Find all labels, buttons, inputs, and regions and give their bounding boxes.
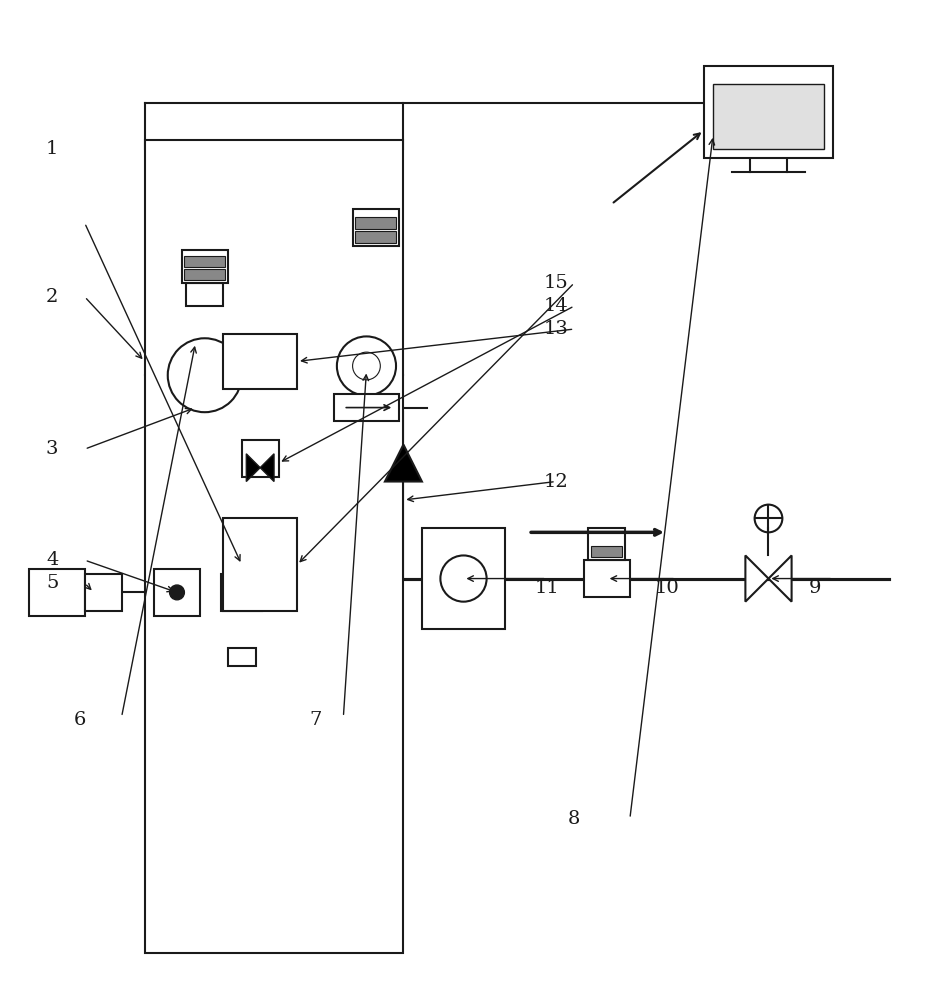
Text: 10: 10 bbox=[654, 579, 679, 597]
FancyBboxPatch shape bbox=[713, 84, 824, 149]
FancyBboxPatch shape bbox=[355, 217, 396, 229]
Polygon shape bbox=[768, 555, 792, 602]
Text: 13: 13 bbox=[543, 320, 568, 338]
FancyBboxPatch shape bbox=[84, 574, 121, 611]
FancyBboxPatch shape bbox=[184, 256, 225, 267]
Circle shape bbox=[170, 585, 184, 600]
FancyBboxPatch shape bbox=[352, 209, 399, 246]
Text: 12: 12 bbox=[543, 473, 568, 491]
FancyBboxPatch shape bbox=[242, 440, 279, 477]
Text: 11: 11 bbox=[534, 579, 559, 597]
Text: 2: 2 bbox=[46, 288, 58, 306]
FancyBboxPatch shape bbox=[704, 66, 833, 158]
Polygon shape bbox=[385, 445, 422, 482]
Circle shape bbox=[168, 338, 242, 412]
FancyBboxPatch shape bbox=[182, 250, 228, 283]
FancyBboxPatch shape bbox=[334, 394, 399, 421]
Text: 4: 4 bbox=[46, 551, 58, 569]
FancyBboxPatch shape bbox=[223, 334, 298, 389]
Text: 8: 8 bbox=[568, 810, 580, 828]
Circle shape bbox=[337, 336, 396, 396]
Polygon shape bbox=[745, 555, 768, 602]
FancyBboxPatch shape bbox=[589, 528, 625, 560]
FancyBboxPatch shape bbox=[145, 140, 403, 953]
FancyBboxPatch shape bbox=[584, 560, 629, 597]
Text: 5: 5 bbox=[46, 574, 58, 592]
FancyBboxPatch shape bbox=[422, 528, 505, 629]
Text: 1: 1 bbox=[46, 140, 58, 158]
Text: 3: 3 bbox=[46, 440, 58, 458]
FancyBboxPatch shape bbox=[154, 569, 200, 616]
FancyBboxPatch shape bbox=[186, 283, 223, 306]
Text: 15: 15 bbox=[543, 274, 568, 292]
FancyBboxPatch shape bbox=[222, 574, 262, 611]
Polygon shape bbox=[247, 454, 260, 482]
FancyBboxPatch shape bbox=[591, 546, 622, 557]
Polygon shape bbox=[260, 454, 274, 482]
FancyBboxPatch shape bbox=[29, 569, 84, 616]
FancyBboxPatch shape bbox=[184, 269, 225, 280]
FancyBboxPatch shape bbox=[355, 231, 396, 243]
Text: 14: 14 bbox=[543, 297, 568, 315]
FancyBboxPatch shape bbox=[228, 648, 256, 666]
Text: 7: 7 bbox=[310, 711, 322, 729]
Text: 9: 9 bbox=[808, 579, 821, 597]
FancyBboxPatch shape bbox=[223, 518, 298, 611]
Text: 6: 6 bbox=[74, 711, 86, 729]
